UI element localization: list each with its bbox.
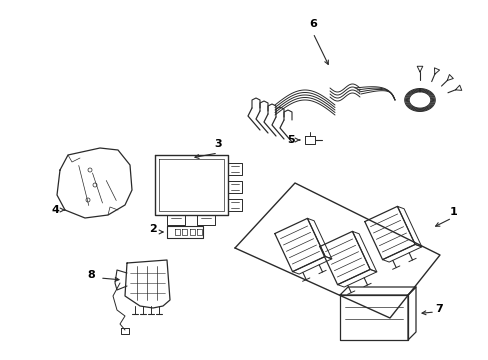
Text: 3: 3 (214, 139, 222, 149)
Text: 4: 4 (51, 205, 59, 215)
Text: 5: 5 (287, 135, 294, 145)
Text: 8: 8 (87, 270, 95, 280)
Text: 2: 2 (149, 224, 157, 234)
Text: 7: 7 (434, 304, 442, 314)
Text: 1: 1 (449, 207, 457, 217)
Text: 6: 6 (308, 19, 316, 29)
